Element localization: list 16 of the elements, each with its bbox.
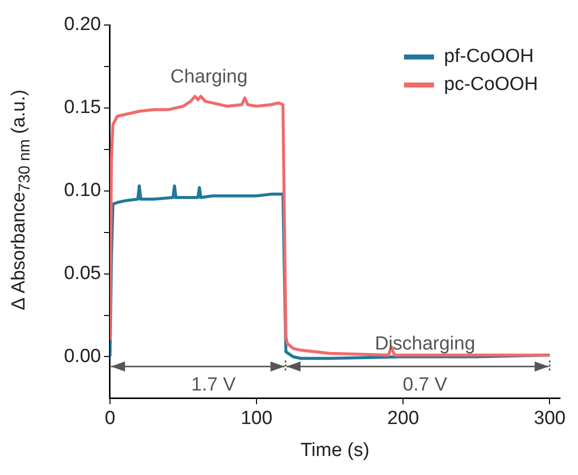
y-tick-label: 0.15 bbox=[64, 97, 101, 118]
legend-label: pf-CoOOH bbox=[444, 46, 534, 68]
x-tick-label: 0 bbox=[104, 408, 116, 429]
annotation: Discharging bbox=[374, 333, 476, 354]
legend-label: pc-CoOOH bbox=[444, 74, 538, 96]
x-tick-label: 200 bbox=[387, 408, 420, 429]
x-tick-label: 100 bbox=[240, 408, 272, 429]
y-tick-label: 0.20 bbox=[64, 14, 101, 36]
y-tick-label: 0.05 bbox=[64, 263, 101, 284]
y-tick-label: 0.10 bbox=[64, 180, 101, 202]
annotation: 0.7 V bbox=[402, 374, 448, 396]
annotation: 1.7 V bbox=[191, 374, 236, 396]
x-axis-title: Time (s) bbox=[300, 440, 370, 462]
annotation: Charging bbox=[170, 66, 248, 88]
y-tick-label: 0.00 bbox=[64, 346, 101, 367]
x-tick-label: 300 bbox=[534, 408, 566, 429]
